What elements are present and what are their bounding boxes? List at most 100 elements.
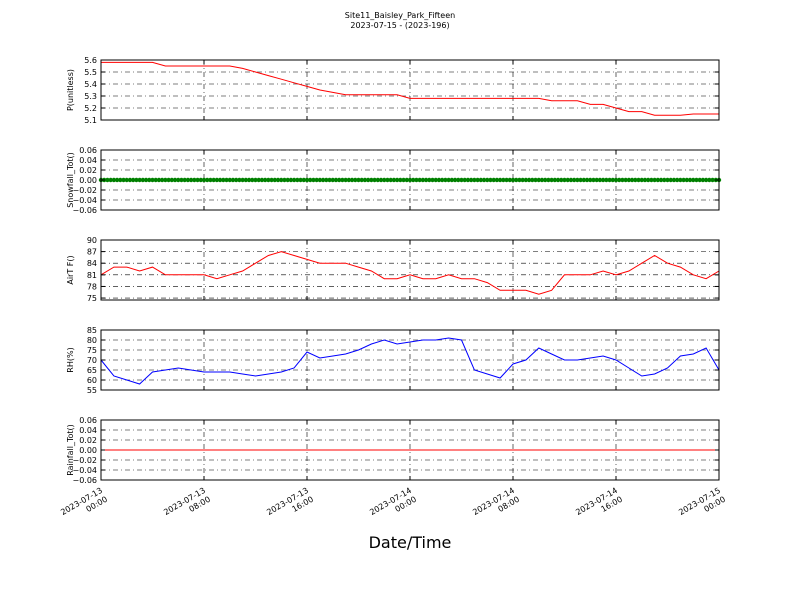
data-point	[581, 177, 587, 183]
data-point	[687, 177, 693, 183]
data-point	[523, 177, 529, 183]
data-point	[233, 177, 239, 183]
y-tick-label: 5.5	[84, 68, 97, 77]
y-tick-label: 0.00	[79, 176, 97, 185]
data-point	[330, 177, 335, 183]
chart-title: Site11_Baisley_Park_Fifteen	[344, 11, 456, 20]
data-point	[604, 177, 609, 183]
y-tick-label: 5.1	[84, 116, 97, 125]
y-tick-label: −0.06	[72, 476, 97, 485]
y-axis-label: Rainfall_Tot()	[66, 424, 75, 476]
data-point	[256, 177, 261, 183]
data-point	[588, 177, 593, 183]
data-point	[514, 177, 519, 183]
data-point	[217, 177, 223, 183]
data-point	[639, 177, 644, 183]
data-point	[176, 177, 181, 183]
y-tick-label: 87	[87, 248, 97, 257]
y-tick-label: 0.02	[79, 166, 97, 175]
x-tick-label: 2023-07-1500:00	[677, 486, 727, 526]
data-point	[530, 177, 535, 183]
data-point	[279, 177, 284, 183]
data-point	[655, 177, 661, 183]
data-point	[617, 177, 622, 183]
data-point	[372, 177, 377, 183]
data-point	[671, 177, 677, 183]
y-tick-label: 55	[87, 386, 97, 395]
data-point	[401, 177, 406, 183]
data-point	[137, 177, 142, 183]
data-point	[250, 177, 255, 183]
x-axis-label: Date/Time	[368, 533, 452, 552]
data-point	[681, 177, 686, 183]
data-point	[185, 177, 191, 183]
x-tick-label: 2023-07-1408:00	[471, 486, 521, 526]
data-point	[388, 177, 393, 183]
data-point	[359, 177, 364, 183]
data-point	[456, 177, 461, 183]
data-point	[571, 177, 577, 183]
y-tick-label: 5.4	[84, 80, 97, 89]
y-tick-label: 5.3	[84, 92, 97, 101]
data-point	[121, 177, 126, 183]
data-point	[346, 177, 352, 183]
data-point	[433, 177, 438, 183]
data-point	[485, 177, 490, 183]
data-point	[291, 177, 297, 183]
data-point	[697, 177, 702, 183]
data-point	[243, 177, 249, 183]
data-point	[568, 177, 574, 183]
data-point	[427, 177, 432, 183]
data-point	[356, 177, 361, 183]
data-point	[343, 177, 348, 183]
data-point	[124, 177, 129, 183]
data-point	[259, 177, 265, 183]
data-point	[668, 177, 673, 183]
data-point	[340, 177, 345, 183]
data-point	[446, 177, 451, 183]
data-point	[298, 177, 303, 183]
data-point	[462, 177, 467, 183]
data-point	[488, 177, 493, 183]
y-tick-label: 85	[87, 326, 97, 335]
panel-1: 0.060.040.020.00−0.02−0.04−0.06Snowfall_…	[66, 146, 722, 215]
data-point	[607, 177, 612, 183]
data-point	[497, 177, 503, 183]
y-tick-label: 0.04	[79, 426, 97, 435]
data-point	[398, 177, 403, 183]
data-point	[221, 177, 226, 183]
data-point	[214, 177, 220, 183]
data-point	[549, 177, 554, 183]
data-point	[623, 177, 628, 183]
data-point	[633, 177, 638, 183]
data-point	[317, 177, 323, 183]
data-point	[468, 177, 474, 183]
y-tick-label: −0.06	[72, 206, 97, 215]
data-point	[333, 177, 339, 183]
series-line	[100, 337, 720, 385]
data-point	[546, 177, 551, 183]
data-point	[188, 177, 194, 183]
y-tick-label: −0.04	[72, 196, 97, 205]
data-point	[253, 177, 258, 183]
data-point	[620, 177, 625, 183]
data-point	[362, 177, 368, 183]
y-tick-label: 0.02	[79, 436, 97, 445]
data-point	[645, 177, 651, 183]
y-tick-label: −0.02	[72, 456, 97, 465]
data-point	[449, 177, 455, 183]
data-point	[365, 177, 371, 183]
data-point	[626, 177, 632, 183]
data-point	[285, 177, 290, 183]
data-point	[481, 177, 487, 183]
data-point	[156, 177, 162, 183]
data-point	[684, 177, 690, 183]
data-point	[552, 177, 558, 183]
data-point	[111, 177, 117, 183]
data-point	[147, 177, 152, 183]
data-point	[240, 177, 245, 183]
panel-0: 5.6 5.5 5.4 5.3 5.2 5.1 P(unitless)	[66, 56, 720, 125]
x-tick-label: 2023-07-1300:00	[59, 486, 109, 526]
data-point	[575, 177, 580, 183]
data-point	[282, 177, 287, 183]
